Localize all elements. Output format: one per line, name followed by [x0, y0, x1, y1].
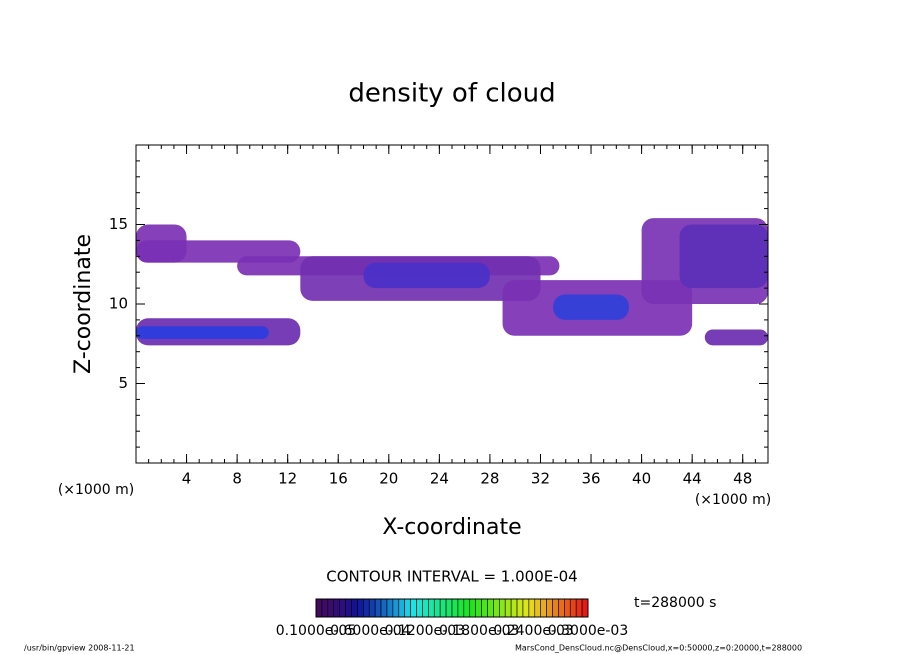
x-tick-label: 20 — [379, 470, 398, 488]
colorbar-cell — [439, 598, 447, 618]
colorbar-cell — [510, 598, 518, 618]
colorbar-cell — [493, 598, 500, 618]
colorbar-frame — [315, 598, 589, 618]
colorbar-cell — [457, 598, 465, 618]
colorbar-label: 0.3000e-03 — [548, 623, 628, 639]
colorbar-cell — [475, 598, 482, 618]
cloud-cell — [553, 294, 629, 320]
colorbar-cell — [422, 598, 429, 618]
colorbar-cell — [558, 598, 565, 618]
colorbar-cell — [380, 598, 388, 618]
colorbar-cell — [357, 598, 364, 618]
colorbar-cell — [546, 598, 553, 618]
colorbar-cell — [398, 598, 405, 618]
colorbar-cell — [499, 598, 506, 618]
footer-right: MarsCond_DensCloud.nc@DensCloud,x=0:5000… — [515, 644, 802, 653]
colorbar-cell — [315, 598, 323, 618]
x-tick-label: 4 — [182, 470, 192, 488]
colorbar-cell — [552, 598, 559, 618]
colorbar-cell — [416, 598, 423, 618]
colorbar-cell — [540, 598, 547, 618]
colorbar-cell — [487, 598, 494, 618]
colorbar-cell — [581, 598, 589, 618]
y-unit: (×1000 m) — [58, 482, 134, 498]
x-tick-label: 8 — [232, 470, 242, 488]
colorbar-cell — [327, 598, 335, 618]
cloud-cell — [704, 329, 768, 346]
x-tick-label: 28 — [480, 470, 499, 488]
y-tick-label: 5 — [118, 374, 128, 392]
colorbar-cell — [386, 598, 394, 618]
cloud-cell — [363, 262, 490, 289]
colorbar-cell — [534, 598, 541, 618]
x-unit: (×1000 m) — [695, 492, 771, 508]
cloud-cell — [679, 224, 768, 289]
colorbar — [315, 598, 589, 618]
colorbar-cell — [374, 598, 382, 618]
x-tick-label: 40 — [632, 470, 651, 488]
y-tick-label: 15 — [109, 215, 128, 233]
colorbar-cell — [410, 598, 417, 618]
colorbar-cell — [351, 598, 358, 618]
y-tick-label: 10 — [109, 295, 128, 313]
x-tick-label: 44 — [683, 470, 702, 488]
colorbar-cell — [321, 598, 329, 618]
colorbar-cell — [575, 598, 583, 618]
colorbar-cell — [569, 598, 577, 618]
colorbar-cell — [368, 598, 376, 618]
colorbar-cell — [333, 598, 340, 618]
colorbar-label: 0.6000e-04 — [330, 623, 411, 639]
x-tick-label: 16 — [329, 470, 348, 488]
chart-title: density of cloud — [348, 79, 555, 109]
colorbar-cell — [404, 598, 411, 618]
colorbar-cell — [528, 598, 536, 618]
colorbar-label: 0.1200e-03 — [385, 623, 465, 639]
time-label: t=288000 s — [634, 595, 716, 611]
footer-left: /usr/bin/gpview 2008-11-21 — [24, 644, 135, 653]
colorbar-cell — [433, 598, 441, 618]
colorbar-cell — [392, 598, 400, 618]
colorbar-cell — [345, 598, 352, 618]
y-axis-label: Z-coordinate — [71, 234, 96, 374]
colorbar-cell — [428, 598, 435, 618]
colorbar-label: 0.2400e-03 — [493, 623, 573, 639]
x-tick-label: 48 — [733, 470, 752, 488]
cloud-cell — [136, 326, 269, 339]
colorbar-cell — [463, 598, 471, 618]
contour-interval: CONTOUR INTERVAL = 1.000E-04 — [326, 568, 577, 586]
colorbar-cell — [469, 598, 476, 618]
x-tick-label: 12 — [278, 470, 297, 488]
colorbar-cell — [516, 598, 524, 618]
colorbar-cell — [451, 598, 459, 618]
colorbar-cell — [445, 598, 453, 618]
colorbar-cell — [339, 598, 346, 618]
colorbar-label: 0.1000e-05 — [276, 623, 356, 639]
x-axis-label: X-coordinate — [382, 515, 521, 540]
x-tick-label: 24 — [430, 470, 449, 488]
colorbar-label: 0.1800e-03 — [439, 623, 519, 639]
colorbar-cell — [564, 598, 571, 618]
x-tick-label: 32 — [531, 470, 550, 488]
colorbar-cell — [363, 598, 370, 618]
x-tick-label: 36 — [581, 470, 600, 488]
plot-area — [135, 144, 769, 464]
colorbar-cell — [504, 598, 512, 618]
colorbar-cell — [522, 598, 530, 618]
colorbar-cell — [481, 598, 488, 618]
